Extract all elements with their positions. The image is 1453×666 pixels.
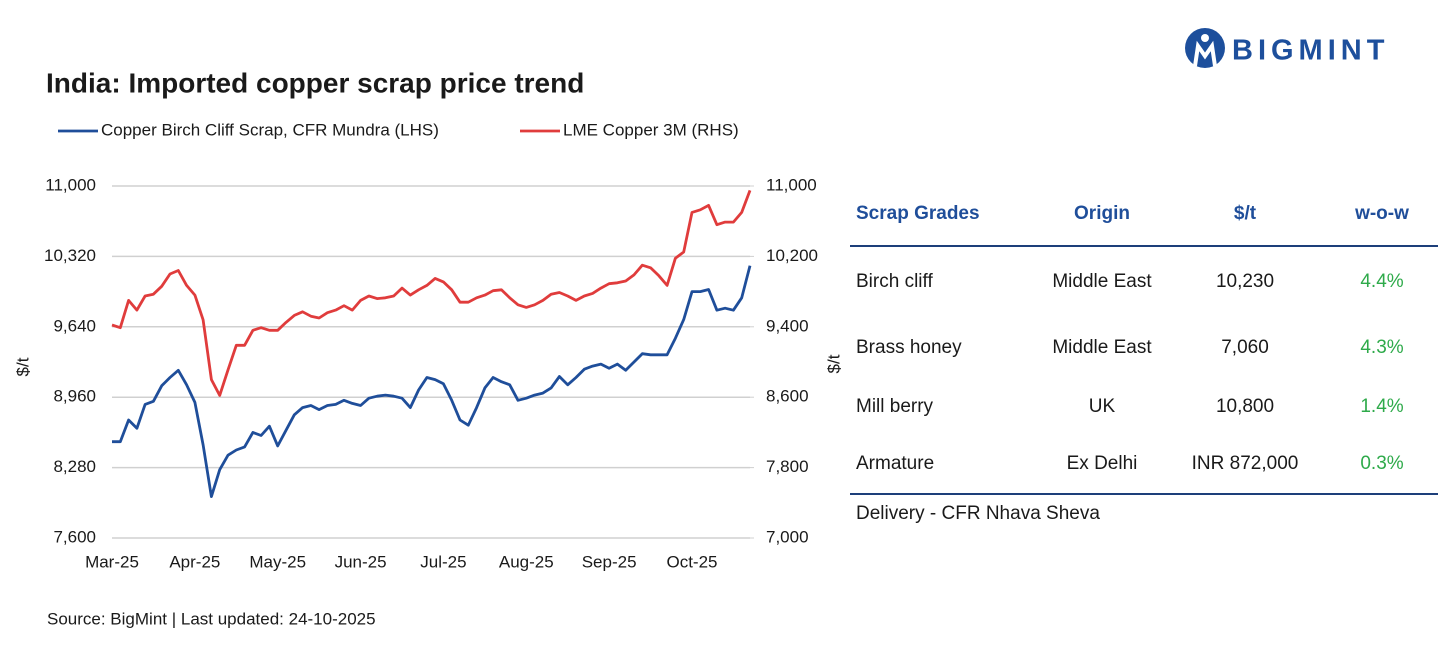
table-cell: Birch cliff xyxy=(856,271,933,292)
y2-tick-label: 8,600 xyxy=(766,387,809,406)
table-header: w-o-w xyxy=(1355,203,1409,224)
table-cell: 7,060 xyxy=(1221,337,1269,358)
legend-label: LME Copper 3M (RHS) xyxy=(563,120,739,139)
y2-tick-label: 7,800 xyxy=(766,457,809,476)
y-tick-label: 8,960 xyxy=(53,387,96,406)
x-tick-label: Apr-25 xyxy=(169,552,220,571)
source: Source: BigMint | Last updated: 24-10-20… xyxy=(47,609,376,628)
line-series xyxy=(112,265,752,498)
table-cell: 10,800 xyxy=(1215,396,1275,417)
table-cell: 10,230 xyxy=(1215,271,1275,292)
y-tick-label: 11,000 xyxy=(45,175,96,194)
x-tick-label: Mar-25 xyxy=(85,552,139,571)
table-cell: Mill berry xyxy=(856,396,934,417)
line-series xyxy=(111,189,752,397)
table-cell: 0.3% xyxy=(1360,453,1404,474)
table-cell: Armature xyxy=(856,453,935,474)
y2-tick-label: 7,000 xyxy=(766,527,809,546)
legend-label: Copper Birch Cliff Scrap, CFR Mundra (LH… xyxy=(101,120,439,139)
logo-icon-head xyxy=(1201,34,1209,42)
table-cell: Brass honey xyxy=(856,337,962,358)
table-cell: Middle East xyxy=(1052,337,1152,358)
x-tick-label: May-25 xyxy=(249,552,306,571)
table-note: Delivery - CFR Nhava Sheva xyxy=(856,503,1100,524)
logo-icon-m xyxy=(1193,40,1217,67)
table-cell: 4.3% xyxy=(1360,337,1404,358)
table-cell: 1.4% xyxy=(1360,396,1404,417)
table-header: $/t xyxy=(1233,203,1257,224)
x-tick-label: Jun-25 xyxy=(335,552,387,571)
table-cell: 4.4% xyxy=(1360,271,1404,292)
table-cell: Ex Delhi xyxy=(1066,453,1138,474)
y-tick-label: 7,600 xyxy=(53,527,96,546)
y-tick-label: 8,280 xyxy=(53,457,96,476)
table-cell: INR 872,000 xyxy=(1191,453,1299,474)
y2-tick-label: 9,400 xyxy=(766,316,809,335)
y2-tick-label: 11,000 xyxy=(766,175,817,194)
y-axis-label: $/t xyxy=(13,357,32,376)
x-tick-label: Aug-25 xyxy=(499,552,554,571)
y2-axis-label: $/t xyxy=(824,354,843,373)
table-cell: Middle East xyxy=(1052,271,1152,292)
table-cell: UK xyxy=(1088,396,1116,417)
y2-tick-label: 10,200 xyxy=(766,246,818,265)
x-tick-label: Sep-25 xyxy=(582,552,637,571)
logo-text: BIGMINT xyxy=(1232,35,1389,67)
chart-title: India: Imported copper scrap price trend xyxy=(46,67,584,98)
table-header: Origin xyxy=(1074,203,1130,224)
x-tick-label: Jul-25 xyxy=(420,552,466,571)
y-tick-label: 9,640 xyxy=(53,316,96,335)
table-header: Scrap Grades xyxy=(856,203,980,224)
y-tick-label: 10,320 xyxy=(44,246,96,265)
x-tick-label: Oct-25 xyxy=(666,552,717,571)
logo: BIGMINT xyxy=(1185,28,1389,68)
